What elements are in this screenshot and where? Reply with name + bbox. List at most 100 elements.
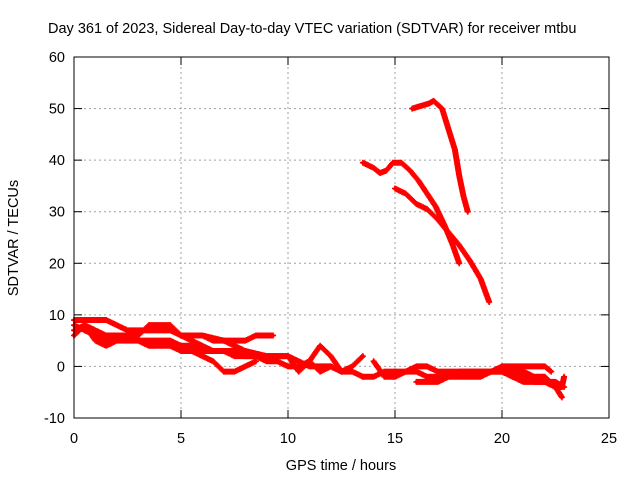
data-point (147, 328, 151, 333)
axis-ticks: -10 0 10 20 30 40 50 60 0 5 10 15 20 25 (44, 50, 617, 447)
series-track-l (392, 185, 493, 305)
data-point (371, 374, 376, 379)
data-point (371, 359, 376, 364)
data-point (264, 359, 269, 364)
data-markers (392, 185, 493, 305)
data-point (414, 369, 419, 374)
data-point (425, 191, 429, 196)
data-point (560, 385, 564, 389)
data-point (425, 380, 429, 384)
data-point (431, 99, 436, 103)
data-point (521, 374, 526, 379)
data-point (410, 106, 414, 111)
data-point (254, 359, 258, 364)
data-point (457, 374, 462, 379)
data-point (82, 323, 87, 327)
data-point (560, 395, 564, 400)
data-point (510, 364, 515, 369)
data-point (446, 127, 451, 131)
data-point (361, 354, 365, 358)
data-point (189, 344, 194, 348)
data-point (200, 344, 205, 348)
data-point (425, 374, 429, 379)
data-point (414, 202, 419, 206)
data-point (189, 349, 194, 353)
data-point (468, 258, 472, 263)
data-point (521, 369, 526, 374)
data-point (521, 380, 526, 384)
data-point (532, 380, 536, 384)
data-point (136, 328, 140, 333)
data-point (179, 333, 183, 338)
x-tick-label: 25 (601, 431, 617, 447)
data-point (286, 354, 290, 358)
data-point (436, 374, 440, 379)
data-point (500, 364, 504, 369)
data-point (521, 364, 526, 369)
data-point (436, 380, 440, 384)
data-point (157, 344, 162, 348)
data-point (243, 349, 247, 353)
data-point (157, 328, 162, 333)
data-point (553, 380, 558, 384)
data-point (361, 374, 365, 379)
x-tick-label: 20 (494, 431, 510, 447)
data-point (543, 374, 547, 379)
data-point (414, 364, 419, 369)
data-point (457, 261, 462, 266)
x-tick-label: 0 (70, 431, 78, 447)
series-track-j (409, 97, 471, 215)
data-point (425, 207, 429, 211)
data-point (361, 160, 365, 165)
data-point (500, 369, 504, 374)
data-point (478, 276, 483, 281)
data-point (403, 369, 408, 374)
data-point (418, 104, 423, 108)
data-point (232, 338, 237, 343)
data-point (562, 374, 566, 379)
y-tick-label: -10 (44, 411, 65, 427)
y-tick-label: 60 (49, 50, 65, 66)
data-point (350, 364, 355, 369)
data-point (296, 359, 301, 364)
y-tick-label: 10 (49, 308, 65, 324)
data-point (393, 369, 397, 374)
data-point (457, 173, 462, 178)
data-point (478, 374, 483, 379)
y-tick-label: 20 (49, 256, 65, 272)
data-point (549, 369, 554, 374)
data-point (446, 369, 451, 374)
data-point (115, 338, 119, 343)
data-point (157, 323, 162, 327)
data-point (393, 374, 397, 379)
data-point (408, 168, 412, 173)
data-point (427, 101, 432, 106)
series-track-i (499, 363, 568, 391)
data-layer (71, 97, 568, 401)
data-point (147, 323, 151, 327)
data-point (339, 369, 344, 374)
data-point (436, 217, 440, 222)
data-point (232, 349, 237, 353)
data-point (157, 338, 162, 343)
x-tick-label: 15 (387, 431, 403, 447)
data-point (440, 106, 444, 111)
data-point (168, 323, 173, 327)
data-point (510, 369, 515, 374)
data-point (200, 349, 205, 353)
data-point (168, 344, 173, 348)
data-point (189, 338, 194, 343)
data-point (179, 349, 183, 353)
data-point (93, 318, 98, 322)
data-point (318, 344, 322, 348)
data-point (457, 369, 462, 374)
data-point (243, 354, 247, 358)
data-point (532, 374, 536, 379)
data-point (168, 328, 173, 333)
data-point (433, 204, 438, 209)
data-point (329, 364, 333, 369)
data-point (350, 369, 355, 374)
data-point (275, 359, 280, 364)
data-point (414, 380, 419, 384)
data-point (136, 338, 140, 343)
